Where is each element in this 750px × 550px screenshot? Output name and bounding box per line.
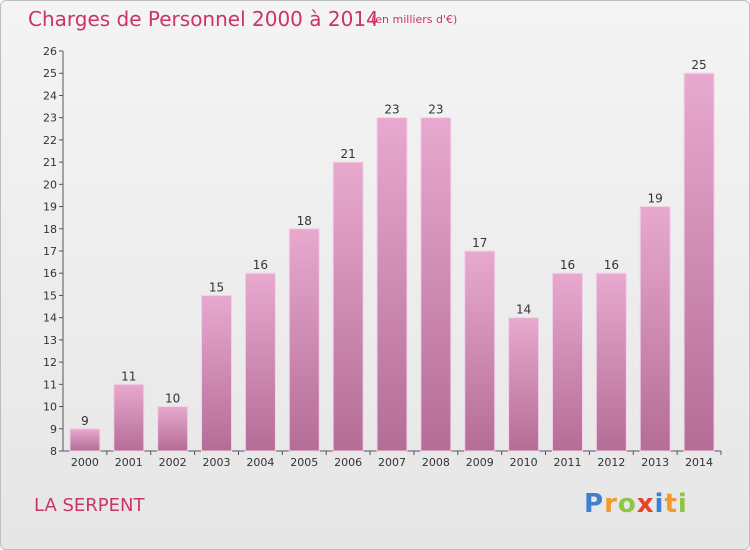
bar <box>113 383 145 452</box>
x-tick-label: 2005 <box>290 456 318 469</box>
x-tick-label: 2006 <box>334 456 362 469</box>
logo-letter: r <box>604 489 618 519</box>
chart-subtitle: (en milliers d'€) <box>371 13 458 26</box>
data-label: 16 <box>253 258 268 272</box>
y-tick-label: 8 <box>50 445 57 458</box>
logo-letter: o <box>617 489 637 519</box>
data-label: 14 <box>516 303 531 317</box>
y-tick-label: 17 <box>43 245 57 258</box>
data-label: 23 <box>384 103 399 117</box>
x-tick-label: 2010 <box>510 456 538 469</box>
y-tick-label: 16 <box>43 267 57 280</box>
y-tick-label: 19 <box>43 201 57 214</box>
bar <box>157 406 189 452</box>
bar <box>508 317 540 452</box>
y-tick-label: 11 <box>43 378 57 391</box>
data-label: 17 <box>472 236 487 250</box>
x-tick-label: 2003 <box>203 456 231 469</box>
y-tick-label: 10 <box>43 401 57 414</box>
bar <box>464 250 496 452</box>
x-tick-label: 2008 <box>422 456 450 469</box>
proxiti-logo: Proxiti <box>584 489 688 519</box>
data-label: 23 <box>428 103 443 117</box>
bar <box>376 117 408 452</box>
data-label: 21 <box>340 147 355 161</box>
data-label: 11 <box>121 369 136 383</box>
x-tick-label: 2009 <box>466 456 494 469</box>
y-tick-label: 24 <box>43 89 57 102</box>
bar <box>69 428 101 452</box>
logo-letter: t <box>664 489 678 519</box>
y-tick-label: 22 <box>43 134 57 147</box>
data-label: 19 <box>648 192 663 206</box>
y-tick-label: 23 <box>43 112 57 125</box>
bar <box>201 294 233 452</box>
x-tick-label: 2012 <box>597 456 625 469</box>
bar <box>244 272 276 452</box>
y-tick-label: 9 <box>50 423 57 436</box>
chart-title: Charges de Personnel 2000 à 2014 <box>28 7 379 31</box>
x-tick-label: 2000 <box>71 456 99 469</box>
data-label: 15 <box>209 280 224 294</box>
bar <box>683 72 715 452</box>
y-tick-label: 25 <box>43 67 57 80</box>
x-tick-label: 2007 <box>378 456 406 469</box>
bar <box>332 161 364 452</box>
y-tick-label: 15 <box>43 289 57 302</box>
y-tick-label: 26 <box>43 45 57 58</box>
bar <box>595 272 627 452</box>
bar <box>551 272 583 452</box>
logo-letter: i <box>677 489 688 519</box>
y-tick-label: 18 <box>43 223 57 236</box>
bar <box>288 228 320 452</box>
y-tick-label: 12 <box>43 356 57 369</box>
logo-letter: x <box>636 489 655 519</box>
x-tick-label: 2004 <box>246 456 274 469</box>
x-tick-label: 2011 <box>553 456 581 469</box>
y-tick-label: 20 <box>43 178 57 191</box>
data-label: 25 <box>691 58 706 72</box>
bar <box>639 206 671 452</box>
data-label: 16 <box>604 258 619 272</box>
x-tick-label: 2001 <box>115 456 143 469</box>
y-tick-label: 21 <box>43 156 57 169</box>
x-tick-label: 2002 <box>159 456 187 469</box>
y-tick-label: 13 <box>43 334 57 347</box>
data-label: 16 <box>560 258 575 272</box>
x-tick-label: 2014 <box>685 456 713 469</box>
data-label: 18 <box>297 214 312 228</box>
bar <box>420 117 452 452</box>
x-tick-label: 2013 <box>641 456 669 469</box>
logo-letter: P <box>584 489 605 519</box>
commune-name: LA SERPENT <box>34 495 145 516</box>
data-label: 10 <box>165 392 180 406</box>
logo-letter: i <box>654 489 665 519</box>
y-tick-label: 14 <box>43 312 57 325</box>
data-label: 9 <box>81 414 89 428</box>
